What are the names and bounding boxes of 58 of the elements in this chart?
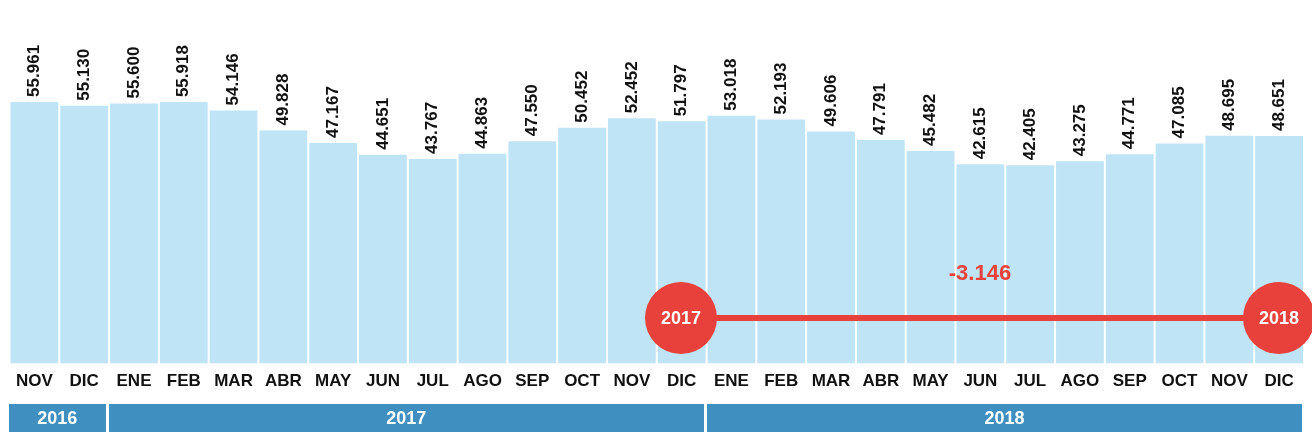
x-tick-label: SEP (515, 371, 550, 391)
x-tick-label: MAR (811, 371, 851, 391)
data-label: 47.085 (1169, 86, 1189, 139)
x-tick-label: MAY (315, 371, 352, 391)
x-tick-label: ENE (713, 371, 749, 391)
data-label: 55.130 (73, 48, 93, 101)
x-tick-label: MAR (214, 371, 253, 391)
data-label: 55.600 (123, 46, 143, 99)
data-label: 52.452 (621, 61, 641, 114)
annotation: 2017 (644, 282, 717, 354)
data-label: 43.275 (1069, 104, 1089, 157)
x-tick-label: DIC (1264, 371, 1294, 391)
data-label: 54.146 (223, 53, 243, 106)
data-label: 55.918 (173, 45, 193, 98)
data-label: 43.767 (422, 101, 442, 154)
data-label: 48.651 (1268, 79, 1288, 132)
x-tick-label: FEB (166, 371, 201, 391)
x-tick-label: SEP (1112, 371, 1147, 391)
data-label: 42.405 (1019, 108, 1039, 161)
data-label: 49.828 (273, 73, 293, 126)
data-label: 51.797 (671, 64, 691, 117)
x-tick-label: OCT (564, 371, 601, 391)
data-label: 44.651 (372, 97, 392, 150)
x-tick-label: JUN (963, 371, 998, 391)
x-tick-label: ABR (862, 371, 900, 391)
x-tick-label: NOV (1210, 371, 1249, 391)
x-tick-label: JUL (416, 371, 449, 391)
data-label: 42.615 (970, 107, 990, 160)
text: 2016 (9, 404, 106, 432)
text: 2017 (108, 404, 704, 432)
data-label: 44.863 (472, 96, 492, 149)
x-tick-label: ABR (264, 371, 302, 391)
data-label: 47.167 (322, 86, 342, 139)
data-label: 45.482 (920, 93, 940, 146)
x-tick-label: FEB (764, 371, 799, 391)
x-tick-label: DIC (667, 371, 697, 391)
x-tick-label: DIC (69, 371, 99, 391)
x-tick-label: NOV (613, 371, 651, 391)
x-tick-label: JUL (1014, 371, 1047, 391)
data-label: 48.695 (1219, 78, 1239, 131)
data-label: 55.961 (24, 44, 44, 97)
x-tick-label: AGO (463, 371, 502, 391)
data-label: 50.452 (571, 70, 591, 123)
x-tick-label: JUN (365, 371, 400, 391)
x-tick-label: OCT (1161, 371, 1199, 391)
data-label: 49.606 (820, 74, 840, 127)
data-label: 52.193 (770, 62, 790, 115)
x-tick-label: AGO (1060, 371, 1100, 391)
data-label: 47.550 (521, 84, 541, 137)
x-tick-label: MAY (912, 371, 950, 391)
data-label: 47.791 (870, 83, 890, 136)
data-label: 53.018 (721, 58, 741, 111)
text: 2018 (706, 404, 1302, 432)
connector-with-circles: 2017 2018 (644, 282, 1312, 354)
x-tick-label: ENE (116, 371, 152, 391)
data-label: 44.771 (1119, 97, 1139, 150)
annotation: 2018 (1243, 282, 1312, 354)
x-tick-label: NOV (16, 371, 54, 391)
